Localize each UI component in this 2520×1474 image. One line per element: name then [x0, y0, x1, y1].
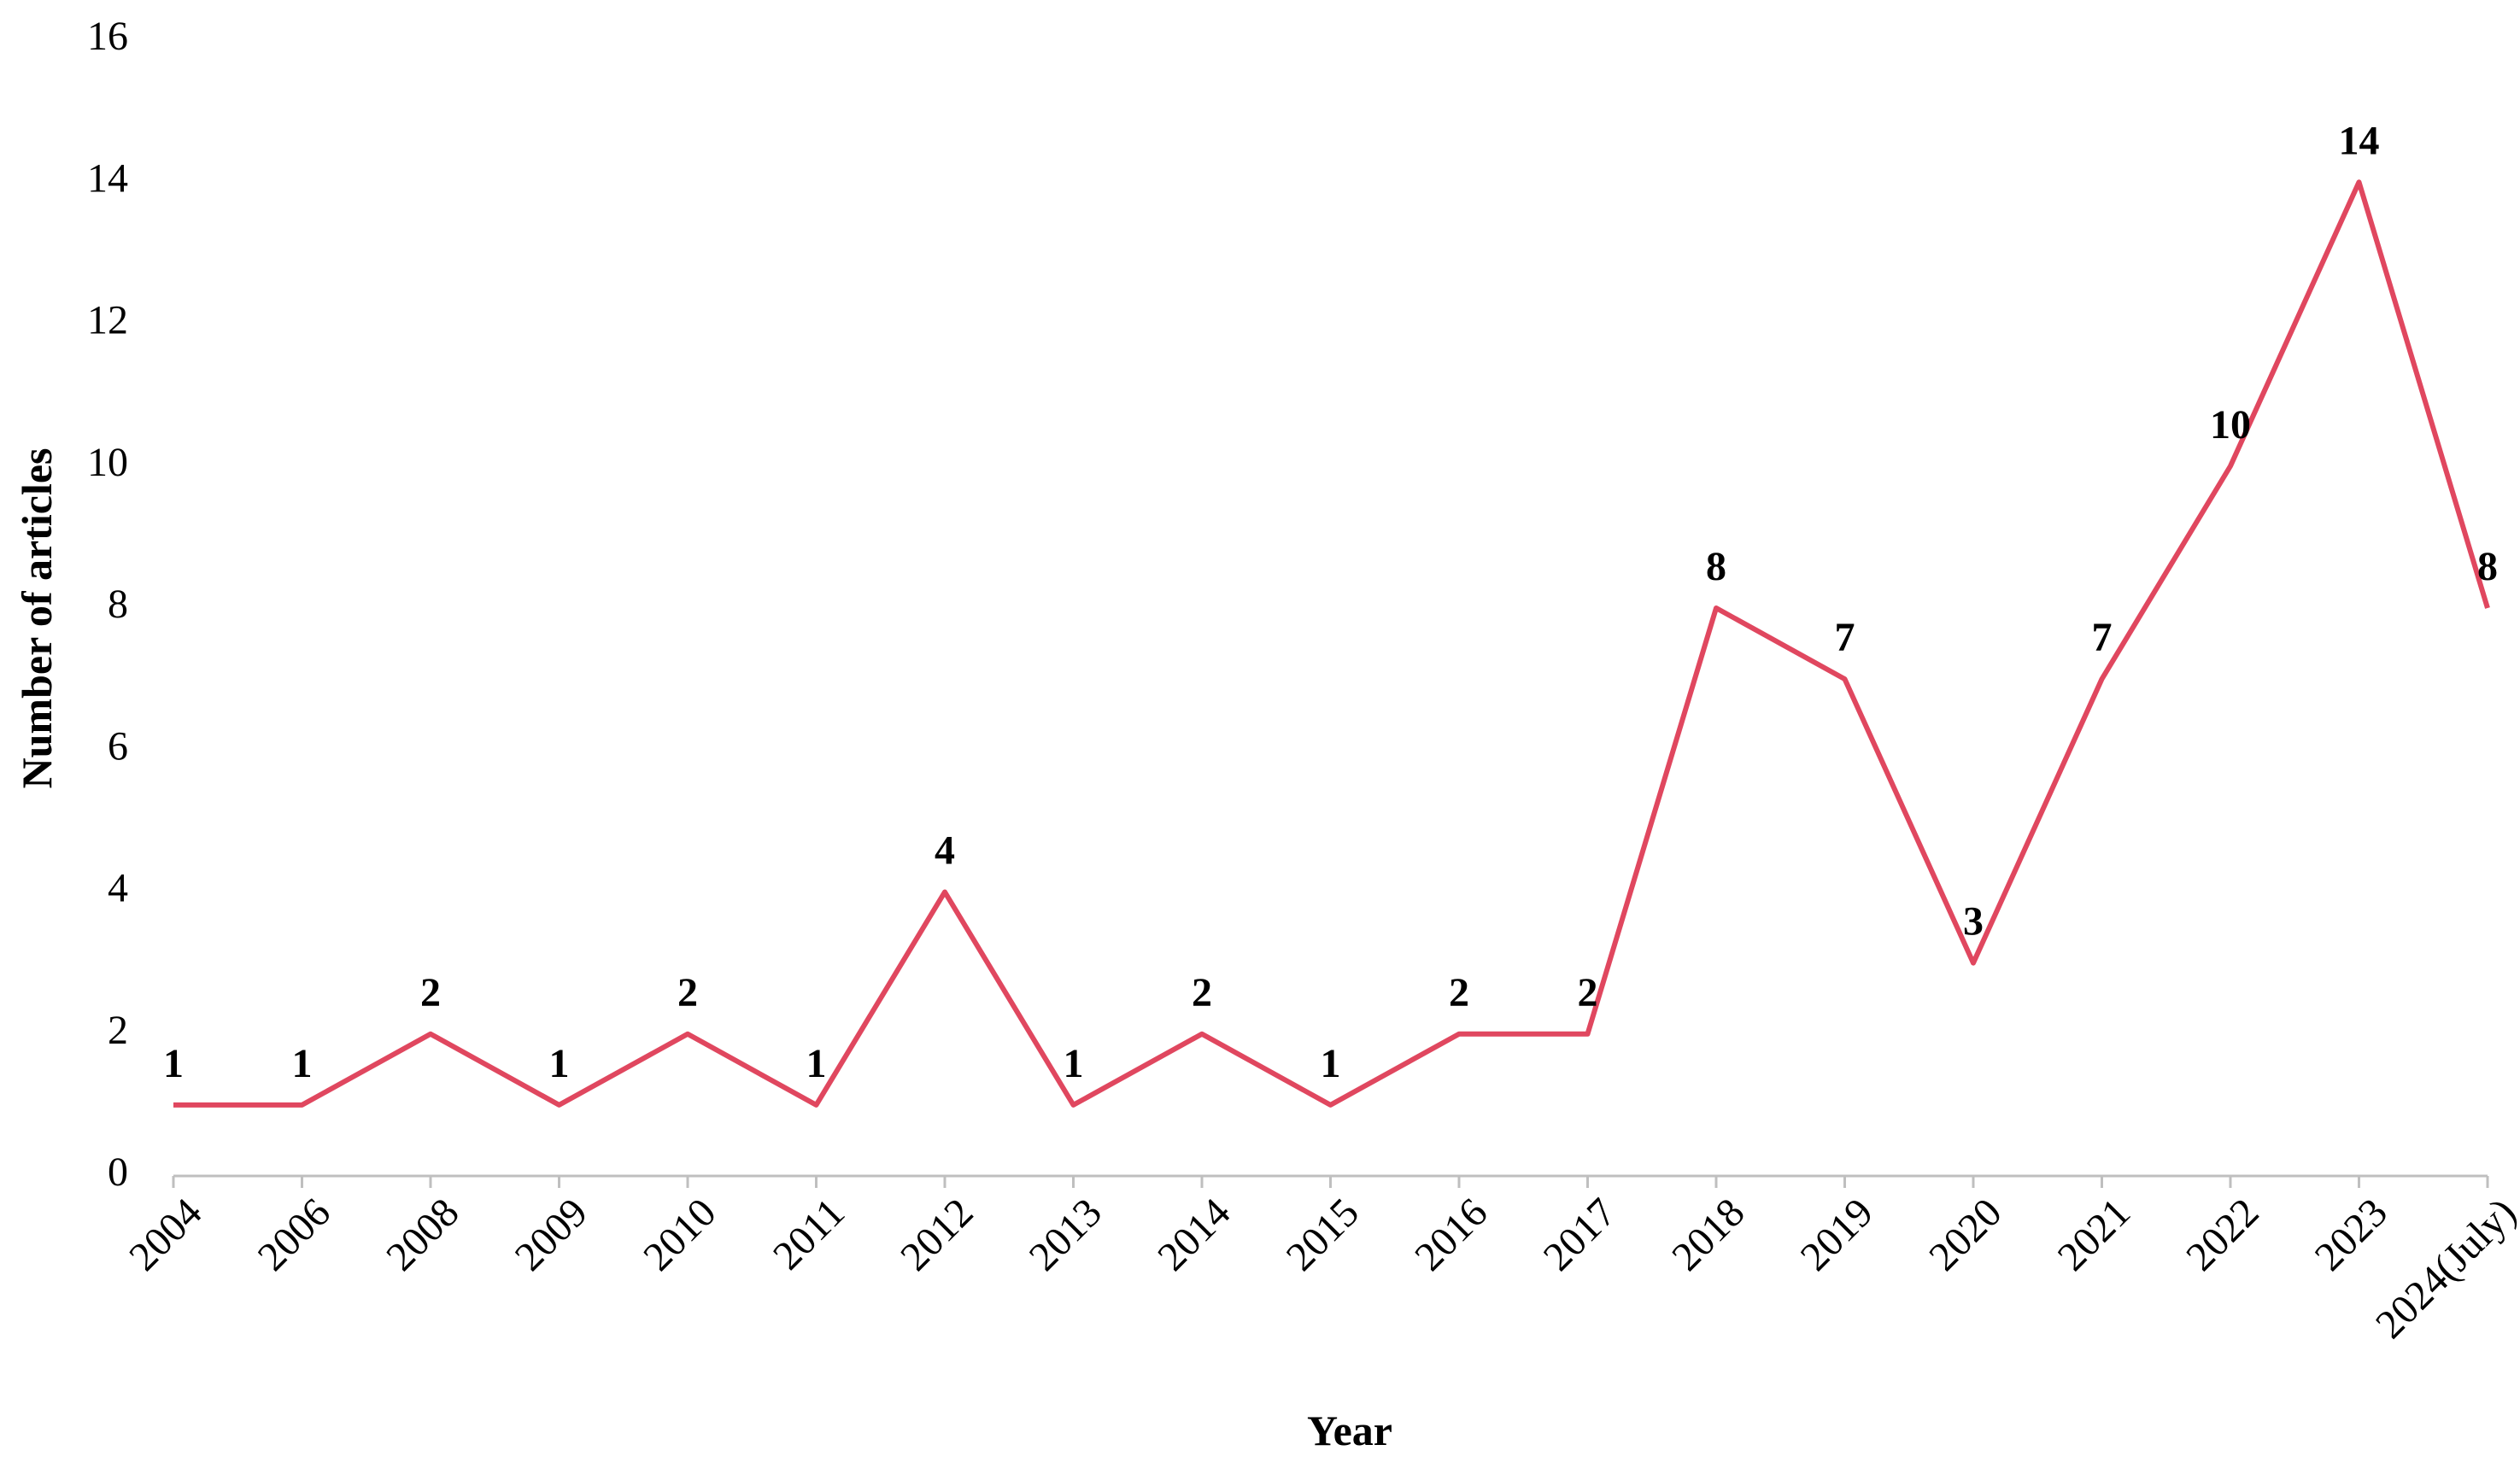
x-tick-label: 2017: [1535, 1190, 1625, 1279]
data-label: 2: [1449, 970, 1469, 1015]
line: [173, 179, 2490, 1108]
x-tick-label: 2024(July): [2367, 1190, 2520, 1348]
x-tick-label: 2016: [1406, 1190, 1496, 1279]
data-label: 8: [2477, 544, 2498, 589]
y-tick-label: 12: [87, 298, 128, 343]
data-label: 4: [935, 828, 955, 874]
data-label: 1: [1321, 1041, 1341, 1086]
y-tick-label: 6: [108, 723, 128, 769]
data-label: 7: [2092, 615, 2113, 660]
x-tick-label: 2022: [2177, 1190, 2267, 1279]
x-tick-label: 2008: [378, 1190, 467, 1279]
data-label: 7: [1835, 615, 1855, 660]
x-tick-label: 2010: [635, 1190, 724, 1279]
x-axis-title: Year: [1307, 1407, 1392, 1454]
y-tick-label: 8: [108, 582, 128, 627]
x-tick-label: 2020: [1920, 1190, 2010, 1279]
x-tick-label: 2012: [892, 1190, 982, 1279]
data-label: 1: [163, 1041, 184, 1086]
data-label: 8: [1706, 544, 1726, 589]
data-label: 2: [420, 970, 441, 1015]
data-label: 1: [549, 1041, 570, 1086]
x-tick-label: 2015: [1278, 1190, 1368, 1279]
y-tick-label: 2: [108, 1008, 128, 1053]
data-label: 3: [1963, 899, 1984, 945]
data-label: 1: [292, 1041, 313, 1086]
data-label: 14: [2339, 118, 2380, 163]
x-tick-label: 2019: [1792, 1190, 1882, 1279]
x-tick-label: 2009: [507, 1190, 596, 1279]
y-tick-label: 10: [87, 440, 128, 485]
x-tick-label: 2014: [1149, 1190, 1239, 1279]
x-tick-label: 2023: [2306, 1190, 2396, 1279]
data-label: 10: [2210, 402, 2251, 447]
y-tick-label: 0: [108, 1149, 128, 1195]
x-tick-label: 2013: [1021, 1190, 1111, 1279]
data-label: 2: [1192, 970, 1212, 1015]
x-tick-label: 2011: [765, 1190, 853, 1278]
x-tick-label: 2006: [249, 1190, 339, 1279]
data-label: 2: [677, 970, 698, 1015]
x-tick-label: 2021: [2049, 1190, 2139, 1279]
y-tick-label: 4: [108, 866, 128, 911]
data-label: 2: [1578, 970, 1598, 1015]
y-axis-title: Number of articles: [13, 448, 61, 789]
x-tick-label: 2004: [120, 1190, 210, 1279]
y-tick-label: 16: [87, 14, 128, 59]
data-label: 1: [806, 1041, 827, 1086]
data-label: 1: [1064, 1041, 1084, 1086]
x-tick-label: 2018: [1663, 1190, 1753, 1279]
y-tick-label: 14: [87, 155, 128, 201]
